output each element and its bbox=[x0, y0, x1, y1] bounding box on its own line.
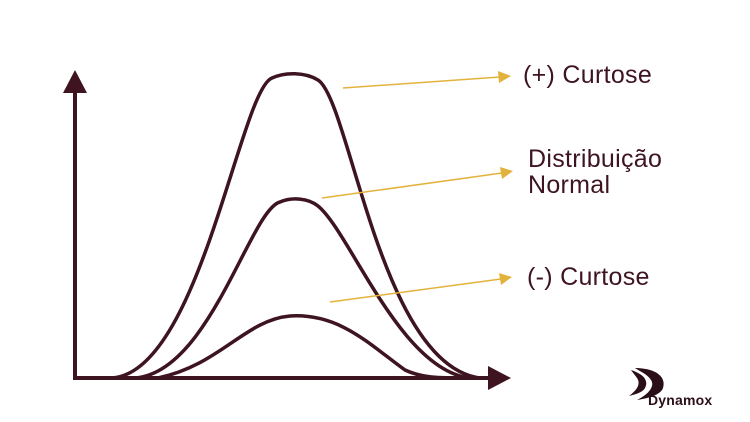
dynamox-logo-icon bbox=[629, 368, 664, 400]
normal-distribution-pointer-head bbox=[500, 167, 513, 179]
positive-kurtosis-pointer bbox=[342, 76, 501, 89]
dynamox-logo-text: Dynamox bbox=[648, 392, 713, 408]
positive-kurtosis-label: (+) Curtose bbox=[523, 61, 653, 89]
normal-distribution-label-line1: Distribuição bbox=[528, 145, 663, 173]
normal-distribution-curve bbox=[134, 197, 471, 380]
positive-kurtosis-pointer-head bbox=[498, 71, 511, 83]
negative-kurtosis-label: (-) Curtose bbox=[527, 263, 650, 291]
normal-distribution-label-line2: Normal bbox=[528, 171, 611, 199]
positive-kurtosis-curve bbox=[111, 72, 481, 380]
y-axis-arrowhead bbox=[63, 70, 87, 93]
negative-kurtosis-pointer-head bbox=[499, 273, 512, 285]
negative-kurtosis-curve bbox=[157, 314, 461, 380]
normal-distribution-label: Distribuição Normal bbox=[528, 146, 662, 198]
normal-distribution-pointer bbox=[321, 172, 503, 199]
x-axis-arrowhead bbox=[488, 366, 511, 390]
negative-kurtosis-pointer bbox=[329, 278, 502, 303]
